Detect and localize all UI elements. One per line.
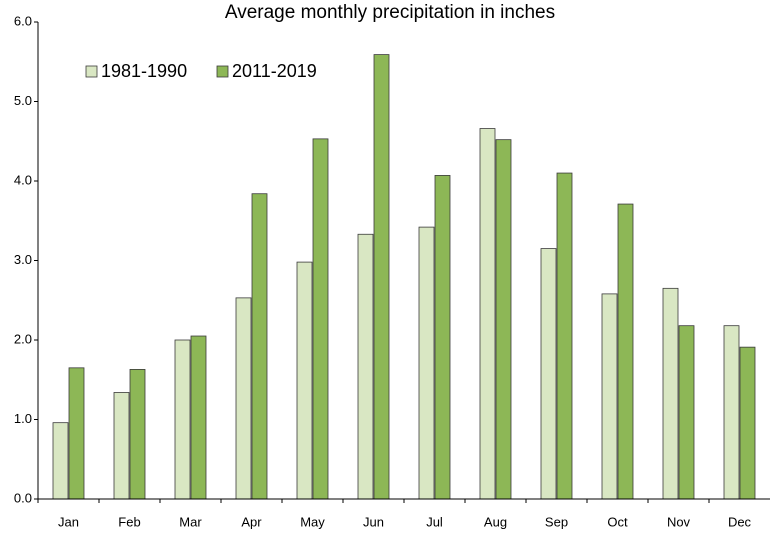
bar bbox=[723, 325, 740, 500]
bar bbox=[418, 226, 435, 500]
y-tick-label: 2.0 bbox=[14, 331, 32, 346]
y-tick-label: 3.0 bbox=[14, 252, 32, 267]
x-tick-label: Dec bbox=[728, 514, 752, 529]
bar bbox=[312, 138, 329, 500]
bar bbox=[357, 233, 374, 500]
y-tick-label: 6.0 bbox=[14, 13, 32, 28]
bar bbox=[678, 325, 695, 500]
y-tick-label: 1.0 bbox=[14, 411, 32, 426]
x-tick-label: Feb bbox=[118, 514, 140, 529]
x-tick-label: Mar bbox=[179, 514, 202, 529]
x-tick-label: May bbox=[300, 514, 325, 529]
x-tick-label: Apr bbox=[241, 514, 262, 529]
bar bbox=[251, 193, 268, 500]
bar bbox=[662, 287, 679, 500]
bar bbox=[113, 392, 130, 500]
bar bbox=[373, 54, 390, 500]
bar bbox=[617, 203, 634, 500]
bar bbox=[190, 335, 207, 500]
bar bbox=[479, 128, 496, 500]
bar bbox=[296, 261, 313, 500]
y-tick-label: 4.0 bbox=[14, 172, 32, 187]
bar bbox=[540, 248, 557, 500]
y-tick-label: 0.0 bbox=[14, 490, 32, 505]
bar bbox=[174, 339, 191, 500]
bar bbox=[495, 139, 512, 500]
bar bbox=[68, 367, 85, 500]
x-tick-label: Jun bbox=[363, 514, 384, 529]
legend-swatch bbox=[216, 65, 229, 78]
y-tick-label: 5.0 bbox=[14, 93, 32, 108]
x-tick-label: Oct bbox=[607, 514, 628, 529]
x-tick-label: Jan bbox=[58, 514, 79, 529]
x-tick-label: Sep bbox=[545, 514, 568, 529]
bar bbox=[556, 172, 573, 500]
chart-title: Average monthly precipitation in inches bbox=[225, 2, 555, 23]
x-tick-label: Jul bbox=[426, 514, 443, 529]
legend-label: 2011-2019 bbox=[232, 61, 317, 81]
legend-label: 1981-1990 bbox=[101, 61, 187, 81]
bar bbox=[129, 369, 146, 500]
x-tick-label: Aug bbox=[484, 514, 507, 529]
bar bbox=[235, 297, 252, 500]
bar bbox=[52, 422, 69, 500]
x-tick-label: Nov bbox=[667, 514, 691, 529]
bar bbox=[739, 346, 756, 500]
bar bbox=[434, 175, 451, 500]
bar bbox=[601, 293, 618, 500]
legend-swatch bbox=[85, 65, 98, 78]
